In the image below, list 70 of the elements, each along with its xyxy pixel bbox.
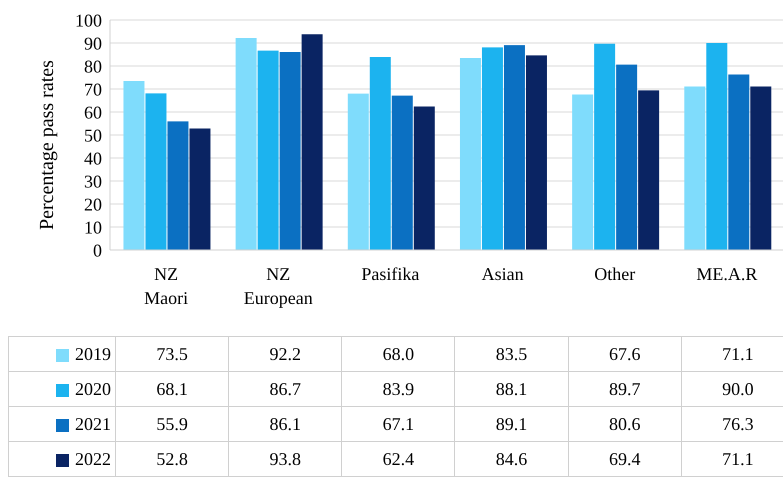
y-tick-label: 30 bbox=[84, 171, 102, 192]
data-label: 67.6 bbox=[568, 336, 682, 372]
y-axis-title: Percentage pass rates bbox=[36, 60, 58, 230]
legend-label: 2021 bbox=[75, 414, 111, 434]
bar bbox=[684, 86, 706, 250]
bar bbox=[123, 80, 144, 250]
bar bbox=[189, 128, 210, 250]
data-label: 92.2 bbox=[228, 336, 342, 372]
y-tick-label: 100 bbox=[75, 10, 102, 30]
bar bbox=[280, 52, 301, 250]
bar bbox=[594, 44, 616, 250]
y-tick-label: 80 bbox=[84, 56, 102, 76]
bar bbox=[616, 64, 638, 250]
bar bbox=[460, 58, 481, 250]
data-label: 88.1 bbox=[454, 372, 568, 406]
y-tick-label: 70 bbox=[84, 79, 102, 100]
bar bbox=[370, 57, 391, 250]
y-tick-label: 50 bbox=[84, 125, 102, 146]
bar bbox=[750, 86, 772, 250]
data-label: 83.9 bbox=[342, 372, 455, 406]
data-label: 89.1 bbox=[454, 406, 568, 442]
y-tick-label: 10 bbox=[84, 217, 102, 238]
data-label: 86.1 bbox=[228, 406, 342, 442]
data-label: 83.5 bbox=[454, 336, 568, 372]
data-label: 67.1 bbox=[342, 406, 455, 442]
bar bbox=[302, 34, 323, 250]
y-tick-label: 20 bbox=[84, 194, 102, 214]
bar bbox=[706, 43, 728, 250]
y-tick-label: 0 bbox=[93, 240, 102, 260]
bar bbox=[145, 93, 166, 250]
x-tick-label: ME.A.R bbox=[696, 264, 758, 284]
data-label: 76.3 bbox=[681, 406, 783, 442]
data-label: 71.1 bbox=[681, 336, 783, 372]
data-label: 69.4 bbox=[568, 442, 682, 476]
data-label: 86.7 bbox=[228, 372, 342, 406]
data-label: 73.5 bbox=[116, 336, 229, 372]
bar bbox=[236, 38, 257, 250]
y-tick-label: 40 bbox=[84, 148, 102, 168]
bar bbox=[348, 94, 369, 250]
bar bbox=[167, 121, 188, 250]
x-tick-label: Other bbox=[594, 264, 636, 284]
y-tick-label: 60 bbox=[84, 102, 102, 122]
bar bbox=[572, 94, 594, 250]
bar bbox=[728, 74, 750, 250]
data-label: 90.0 bbox=[681, 372, 783, 406]
bar bbox=[392, 96, 413, 250]
data-label: 84.6 bbox=[454, 442, 568, 476]
y-tick-label: 90 bbox=[84, 33, 102, 54]
x-tick-label: NZ European bbox=[244, 264, 313, 308]
data-label: 80.6 bbox=[568, 406, 682, 442]
data-label: 93.8 bbox=[228, 442, 342, 476]
bar bbox=[638, 90, 660, 250]
bar bbox=[258, 50, 279, 250]
legend-label: 2019 bbox=[75, 344, 111, 364]
bar bbox=[504, 45, 525, 250]
legend-label: 2022 bbox=[75, 448, 111, 468]
bar bbox=[526, 55, 547, 250]
data-label: 55.9 bbox=[116, 406, 229, 442]
bar bbox=[414, 106, 435, 250]
bar bbox=[482, 47, 503, 250]
data-label: 68.1 bbox=[116, 372, 229, 406]
x-tick-label: Asian bbox=[482, 264, 524, 284]
legend-label: 2020 bbox=[75, 378, 111, 398]
data-label: 71.1 bbox=[681, 442, 783, 476]
data-label: 89.7 bbox=[568, 372, 682, 406]
data-label: 62.4 bbox=[342, 442, 455, 476]
x-tick-label: NZ Maori bbox=[144, 264, 188, 308]
x-tick-label: Pasifika bbox=[361, 264, 420, 284]
data-label: 52.8 bbox=[116, 442, 229, 476]
data-label: 68.0 bbox=[342, 336, 455, 372]
